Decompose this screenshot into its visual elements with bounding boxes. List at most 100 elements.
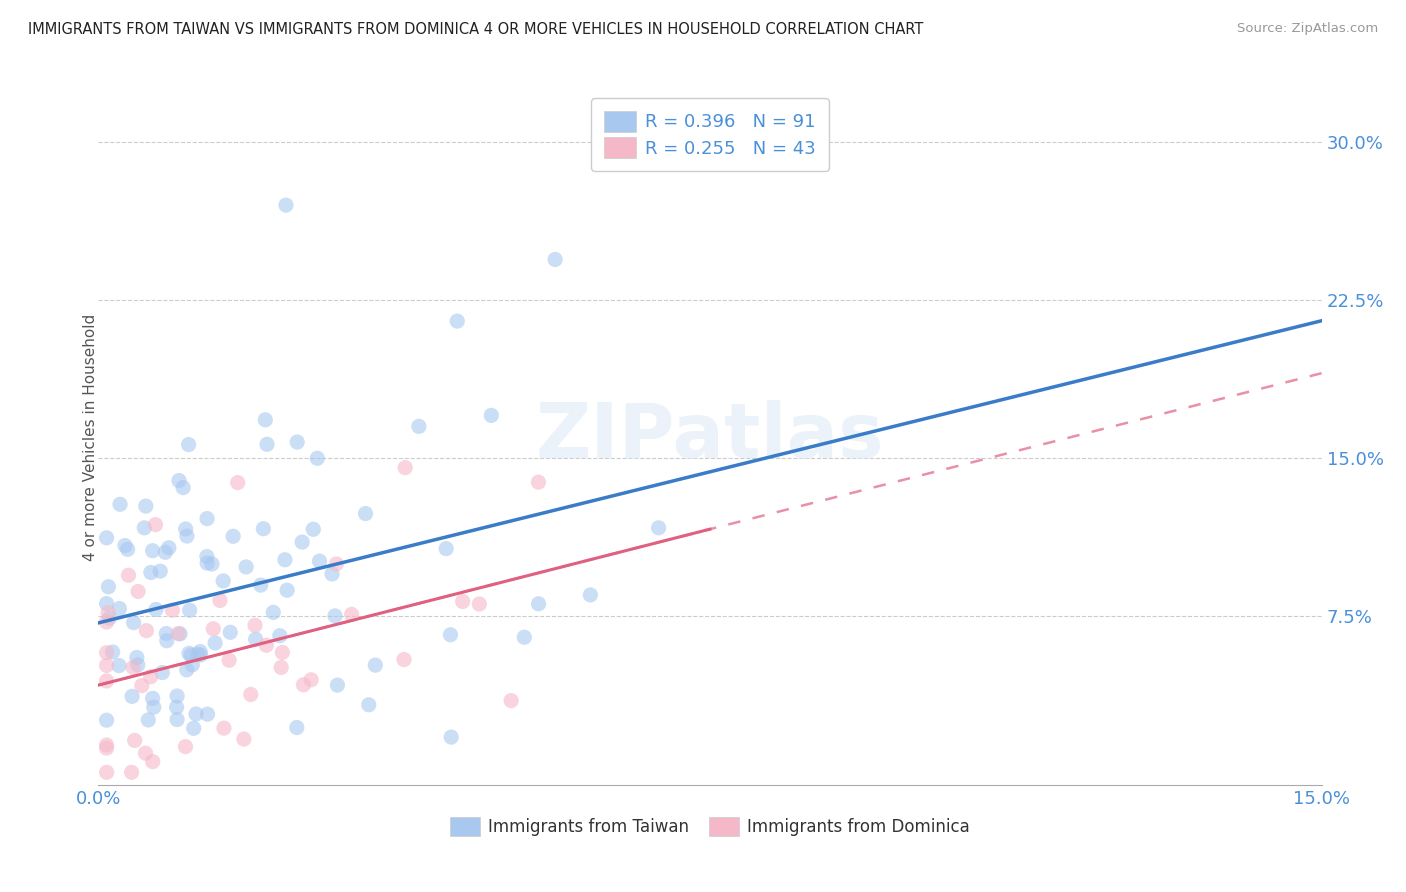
Point (96, 713, 118, 727)
Point (222, 529, 245, 543)
Point (285, 435, 308, 450)
Point (249, 578, 271, 592)
Point (308, 554, 330, 568)
Point (544, 252, 567, 267)
Point (394, 460, 416, 475)
Point (302, 522, 325, 536)
Point (114, 539, 136, 553)
Point (527, 597, 550, 611)
Point (647, 521, 669, 535)
Point (276, 583, 298, 598)
Point (197, 707, 219, 722)
Point (527, 475, 550, 490)
Point (155, 626, 177, 640)
Point (513, 630, 536, 644)
Point (354, 507, 377, 521)
Point (177, 646, 200, 660)
Point (149, 564, 172, 578)
Point (408, 419, 430, 434)
Point (439, 628, 461, 642)
Point (127, 584, 149, 599)
Point (169, 627, 191, 641)
Point (166, 713, 188, 727)
Point (446, 314, 468, 328)
Point (166, 689, 188, 703)
Point (145, 602, 167, 616)
Point (252, 522, 274, 536)
Point (97, 606, 120, 620)
Point (135, 624, 157, 638)
Point (235, 560, 257, 574)
Point (142, 691, 165, 706)
Point (177, 437, 200, 451)
Point (212, 574, 235, 588)
Point (326, 678, 349, 692)
Point (122, 615, 145, 630)
Point (195, 511, 218, 525)
Point (156, 633, 179, 648)
Point (195, 549, 218, 564)
Point (135, 499, 157, 513)
Point (167, 626, 190, 640)
Point (142, 755, 165, 769)
Point (204, 636, 226, 650)
Point (186, 648, 208, 662)
Point (325, 557, 347, 571)
Point (274, 553, 297, 567)
Point (181, 657, 204, 672)
Point (174, 739, 197, 754)
Point (124, 733, 146, 747)
Text: Source: ZipAtlas.com: Source: ZipAtlas.com (1237, 22, 1378, 36)
Point (232, 732, 254, 747)
Text: IMMIGRANTS FROM TAIWAN VS IMMIGRANTS FROM DOMINICA 4 OR MORE VEHICLES IN HOUSEHO: IMMIGRANTS FROM TAIWAN VS IMMIGRANTS FRO… (28, 22, 924, 37)
Point (142, 700, 165, 714)
Point (142, 543, 165, 558)
Point (125, 650, 148, 665)
Point (139, 670, 162, 684)
Point (451, 594, 474, 608)
Point (162, 603, 184, 617)
Point (321, 566, 343, 581)
Point (468, 597, 491, 611)
Point (245, 632, 267, 647)
Point (183, 722, 205, 736)
Point (96, 531, 118, 545)
Point (291, 535, 314, 549)
Point (96, 646, 118, 660)
Point (323, 608, 346, 623)
Point (136, 713, 159, 727)
Point (108, 497, 131, 511)
Point (579, 588, 602, 602)
Point (131, 679, 153, 693)
Point (127, 657, 149, 672)
Point (340, 607, 363, 622)
Point (145, 517, 167, 532)
Point (254, 413, 277, 427)
Point (96, 597, 118, 611)
Text: ZIPatlas: ZIPatlas (536, 401, 884, 474)
Point (218, 653, 240, 667)
Point (270, 660, 292, 674)
Point (479, 409, 502, 423)
Point (239, 688, 262, 702)
Point (166, 700, 188, 714)
Point (157, 541, 180, 555)
Point (269, 629, 291, 643)
Point (96, 673, 118, 688)
Point (98, 611, 121, 625)
Point (139, 566, 162, 580)
Point (97, 580, 120, 594)
Point (172, 481, 194, 495)
Point (190, 648, 212, 662)
Point (292, 678, 315, 692)
Point (201, 557, 224, 571)
Point (307, 451, 329, 466)
Point (184, 706, 207, 721)
Point (101, 645, 124, 659)
Point (174, 522, 197, 536)
Point (299, 673, 322, 687)
Point (357, 698, 380, 712)
Point (167, 474, 190, 488)
Point (262, 606, 284, 620)
Point (212, 721, 235, 735)
